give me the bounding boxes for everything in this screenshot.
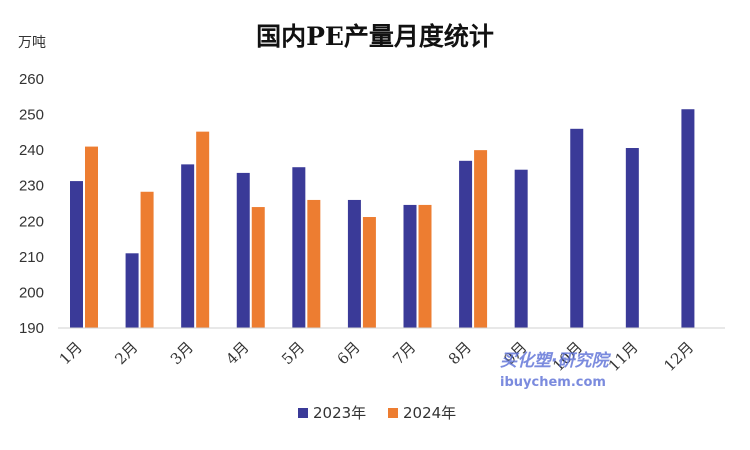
chart-title: 国内PE产量月度统计 [256,22,494,51]
y-tick-label: 250 [19,107,44,124]
legend-swatch-2023年 [298,408,308,418]
watermark-en: ibuychem.com [500,375,606,390]
legend-swatch-2024年 [388,408,398,418]
bar-2023年-5月 [292,167,306,328]
bar-2023年-8月 [459,160,473,328]
bar-2024年-1月 [85,146,98,328]
x-tick-label: 3月 [167,338,197,368]
y-tick-label: 210 [19,249,44,266]
bar-2023年-6月 [347,199,361,328]
bar-2023年-11月 [625,148,639,328]
x-tick-label: 11月 [605,338,642,375]
x-tick-label: 2月 [111,338,141,368]
bar-2024年-4月 [251,207,265,328]
bar-2023年-2月 [125,253,139,328]
legend: 2023年 2024年 [298,404,456,422]
y-tick-label: 230 [19,178,44,195]
x-tick-label: 6月 [334,338,364,368]
bar-2023年-10月 [570,128,584,328]
x-tick-label: 7月 [389,338,419,368]
y-axis: 190 200 210 220 230 240 250 260 [19,71,44,337]
watermark-cn: 买化塑·研究院 [500,351,611,371]
bar-2023年-4月 [236,172,250,328]
x-tick-label: 12月 [660,338,697,375]
bar-2024年-2月 [140,191,154,328]
x-tick-label: 4月 [222,338,252,368]
bars-group [70,109,695,328]
x-tick-label: 1月 [56,338,86,368]
bar-2024年-5月 [307,199,321,328]
bar-2024年-3月 [196,131,210,328]
bar-2023年-3月 [181,164,195,328]
x-tick-label: 5月 [278,338,308,368]
watermark: 买化塑·研究院 ibuychem.com [500,351,611,390]
bar-2023年-7月 [403,204,417,328]
bar-2023年-9月 [514,169,528,328]
x-tick-label: 8月 [445,338,475,368]
y-axis-unit-label: 万吨 [18,35,46,51]
bar-2023年-1月 [70,181,83,328]
y-tick-label: 240 [19,142,44,159]
y-tick-label: 190 [19,320,44,337]
legend-label: 2023年 [313,404,366,422]
y-tick-label: 220 [19,213,44,230]
bar-2024年-6月 [362,217,376,328]
bar-2024年-8月 [474,150,488,328]
bar-2024年-7月 [418,204,432,328]
bar-2023年-12月 [681,109,695,328]
legend-label: 2024年 [403,404,456,422]
y-tick-label: 260 [19,71,44,88]
y-tick-label: 200 [19,284,44,301]
